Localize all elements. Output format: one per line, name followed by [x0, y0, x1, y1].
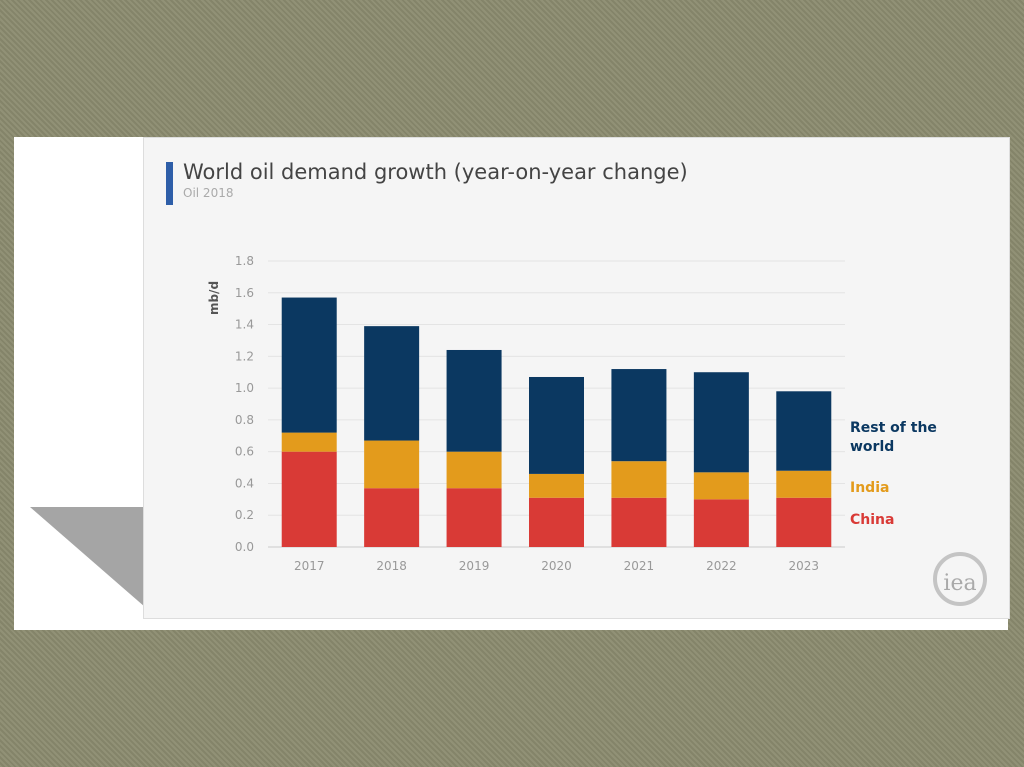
- bar-rest-of-the-world-2022: [693, 372, 749, 473]
- y-tick-label: 0.8: [235, 413, 254, 427]
- y-tick-label: 0.6: [235, 445, 254, 459]
- x-tick-label: 2023: [789, 559, 820, 573]
- legend-rest-line1: Rest of the: [850, 420, 937, 436]
- bar-rest-of-the-world-2023: [776, 391, 832, 471]
- legend-rest-line2: world: [850, 439, 894, 455]
- bar-china-2023: [776, 497, 832, 547]
- bar-india-2022: [693, 472, 749, 500]
- y-tick-label: 0.0: [235, 540, 254, 554]
- bar-china-2020: [529, 497, 584, 547]
- iea-logo: iea: [933, 552, 987, 606]
- bar-rest-of-the-world-2019: [446, 349, 502, 452]
- bar-rest-of-the-world-2018: [364, 326, 420, 441]
- bar-china-2018: [364, 488, 420, 547]
- y-tick-label: 1.8: [235, 254, 254, 268]
- bar-china-2019: [446, 488, 502, 547]
- bar-india-2021: [611, 461, 667, 498]
- x-tick-label: 2018: [376, 559, 407, 573]
- bar-india-2019: [446, 451, 502, 489]
- x-tick-label: 2020: [541, 559, 572, 573]
- bar-rest-of-the-world-2020: [529, 376, 584, 474]
- bar-china-2021: [611, 497, 667, 547]
- y-tick-label: 1.6: [235, 286, 254, 300]
- y-tick-label: 0.2: [235, 508, 254, 522]
- svg-text:iea: iea: [943, 571, 976, 596]
- legend-india: India: [850, 480, 889, 496]
- bar-india-2023: [776, 470, 832, 498]
- bar-china-2022: [693, 499, 749, 547]
- y-tick-label: 1.4: [235, 318, 254, 332]
- x-tick-label: 2022: [706, 559, 737, 573]
- bar-rest-of-the-world-2021: [611, 369, 667, 462]
- chart-subtitle: Oil 2018: [183, 186, 234, 200]
- chart-title: World oil demand growth (year-on-year ch…: [183, 160, 688, 184]
- drop-shadow: [30, 507, 145, 607]
- bar-china-2017: [281, 451, 337, 547]
- legend-china: China: [850, 512, 894, 528]
- bar-rest-of-the-world-2017: [281, 297, 337, 433]
- bar-india-2017: [281, 432, 337, 452]
- y-tick-label: 0.4: [235, 476, 254, 490]
- x-tick-label: 2017: [294, 559, 325, 573]
- bar-india-2018: [364, 440, 420, 489]
- x-tick-label: 2019: [459, 559, 490, 573]
- bar-india-2020: [529, 473, 584, 498]
- y-axis-label: mb/d: [207, 281, 221, 315]
- y-tick-label: 1.2: [235, 349, 254, 363]
- x-tick-label: 2021: [624, 559, 655, 573]
- title-accent-bar: [166, 162, 173, 205]
- y-tick-label: 1.0: [235, 381, 254, 395]
